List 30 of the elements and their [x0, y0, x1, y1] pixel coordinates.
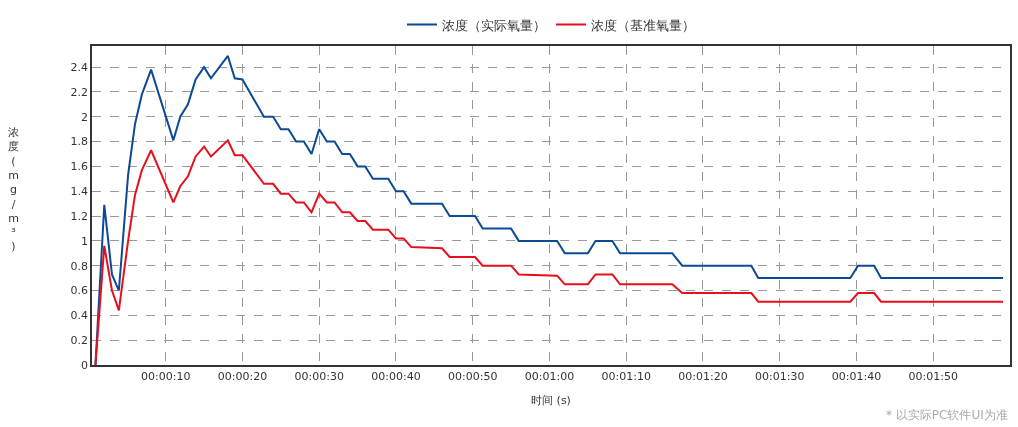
x-tick-label: 00:00:40: [371, 369, 421, 383]
legend-label: 浓度（实际氧量）: [442, 17, 546, 33]
x-tick-label: 00:00:30: [294, 369, 344, 383]
x-tick-label: 00:01:40: [831, 369, 882, 383]
y-tick-label: 1.2: [70, 209, 89, 223]
text: * 以实际PC软件UI为准: [886, 408, 1008, 422]
x-tick-label: 00:01:50: [908, 369, 958, 383]
x-tick-label: 00:00:10: [140, 369, 191, 383]
y-tick-label: 0: [81, 358, 89, 372]
y-tick-label: 0.8: [70, 259, 89, 273]
y-tick-label: 1: [81, 234, 89, 248]
x-tick-label: 00:00:50: [448, 369, 498, 383]
legend-label: 浓度（基准氧量）: [591, 17, 695, 33]
y-tick-label: 2: [81, 110, 89, 124]
y-tick-label: 0.6: [70, 284, 89, 298]
y-tick-label: 2.4: [70, 60, 89, 74]
text: 浓度(mg/m³): [8, 126, 19, 254]
line-series: [94, 139, 1005, 365]
x-axis-title: 时间 (s): [531, 393, 571, 407]
x-tick-label: 00:00:20: [217, 369, 268, 383]
x-tick-label: 00:01:30: [755, 369, 805, 383]
y-tick-label: 1.8: [70, 135, 89, 149]
y-tick-label: 0.2: [70, 334, 89, 348]
y-tick-label: 1.4: [70, 185, 89, 199]
y-tick-label: 1.6: [70, 160, 89, 174]
x-tick-label: 00:01:10: [601, 369, 651, 383]
y-tick-label: 0.4: [70, 309, 89, 323]
x-tick-label: 00:01:20: [678, 369, 728, 383]
x-tick-label: 00:01:00: [524, 369, 575, 383]
y-tick-label: 2.2: [70, 85, 89, 99]
